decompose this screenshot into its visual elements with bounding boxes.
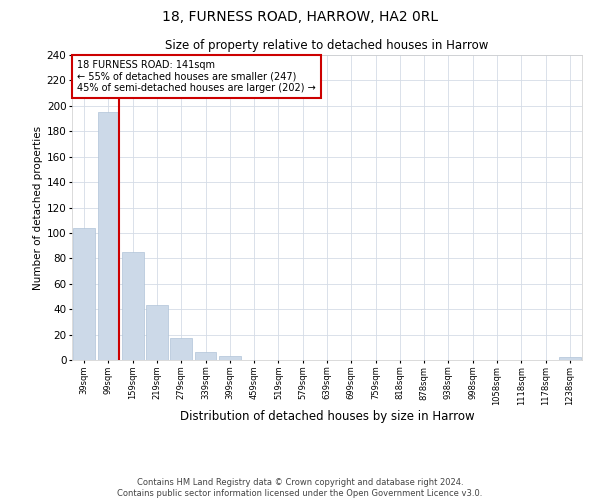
X-axis label: Distribution of detached houses by size in Harrow: Distribution of detached houses by size … [179,410,475,423]
Bar [170,338,192,360]
Bar [73,228,95,360]
Bar [559,358,581,360]
Title: Size of property relative to detached houses in Harrow: Size of property relative to detached ho… [166,40,488,52]
Text: Contains HM Land Registry data © Crown copyright and database right 2024.
Contai: Contains HM Land Registry data © Crown c… [118,478,482,498]
Bar [219,356,241,360]
Text: 18, FURNESS ROAD, HARROW, HA2 0RL: 18, FURNESS ROAD, HARROW, HA2 0RL [162,10,438,24]
Bar [122,252,143,360]
Bar [146,306,168,360]
Y-axis label: Number of detached properties: Number of detached properties [32,126,43,290]
Bar [194,352,217,360]
Bar [97,112,119,360]
Text: 18 FURNESS ROAD: 141sqm
← 55% of detached houses are smaller (247)
45% of semi-d: 18 FURNESS ROAD: 141sqm ← 55% of detache… [77,60,316,93]
